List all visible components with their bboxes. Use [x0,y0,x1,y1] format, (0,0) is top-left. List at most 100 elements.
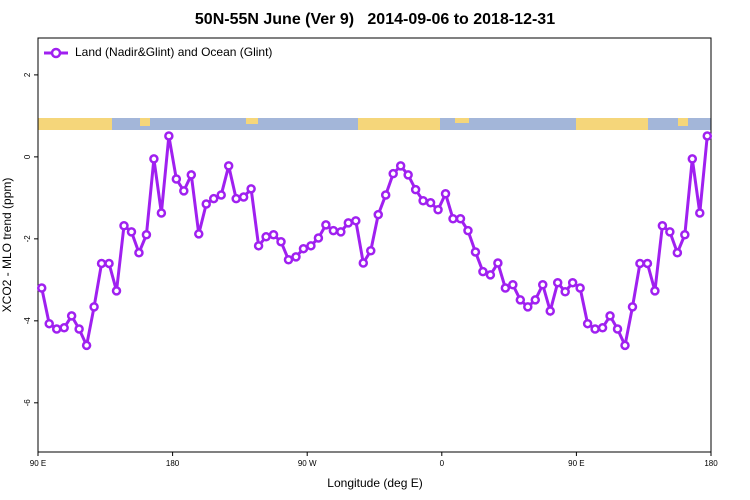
data-point [545,306,555,316]
data-point [478,266,488,277]
data-point [358,258,369,268]
data-point [291,252,301,262]
legend-label: Land (Nadir&Glint) and Ocean (Glint) [75,45,272,59]
data-point [597,323,608,333]
data-point [268,230,279,240]
x-tick-label: 90 E [30,459,46,468]
data-point [156,208,167,218]
x-tick-label: 90 W [298,459,317,468]
data-point [283,255,294,265]
data-point [373,209,383,220]
data-point [149,154,159,164]
data-point [508,280,518,290]
data-point [164,131,174,141]
data-point [650,286,660,296]
data-point [425,198,436,208]
data-point [605,311,615,321]
data-point [433,204,443,215]
x-tick-label: 0 [440,459,445,468]
data-point [380,190,391,200]
data-point [455,214,466,224]
data-point [231,193,241,204]
data-point [336,227,346,237]
data-point [515,295,526,305]
data-point [194,229,204,239]
data-point [388,168,398,179]
y-tick-label: 0 [23,154,32,159]
data-point [627,302,638,312]
data-point [208,193,219,204]
x-tick-label: 180 [166,459,180,468]
data-point [81,340,92,351]
data-point [238,192,249,202]
data-point [552,277,563,288]
data-point [351,216,361,226]
data-point [313,233,324,243]
data-point [74,324,84,334]
data-point [216,190,226,200]
data-point [223,161,234,171]
data-point [343,218,354,228]
data-point [134,248,144,258]
data-point [179,186,189,196]
data-point [635,258,645,269]
data-point [126,227,137,237]
chart-title: 50N-55N June (Ver 9) 2014-09-06 to 2018-… [195,11,555,28]
y-tick-label: -2 [23,235,32,243]
data-point [306,241,316,251]
data-point [485,270,496,280]
data-point [201,199,211,209]
data-point [261,232,271,242]
data-point [695,208,705,218]
data-point [298,243,309,254]
data-point [119,220,129,231]
data-point [141,230,152,240]
data-point [276,236,286,247]
data-point [51,324,62,334]
y-axis-label: XCO2 - MLO trend (ppm) [0,178,14,313]
data-point [410,184,421,195]
data-point [321,220,331,230]
y-tick-label: -6 [23,399,32,407]
data-point [328,225,339,236]
data-point [66,311,77,321]
data-point [575,283,585,293]
legend-marker [50,47,62,59]
y-tick-label: -4 [23,317,32,325]
x-axis-label: Longitude (deg E) [327,476,422,490]
data-point [171,174,182,184]
data-point [538,280,548,290]
data-point [702,131,713,141]
data-point [470,247,481,257]
data-point [89,302,99,312]
data-point [530,295,541,305]
data-point [44,318,54,329]
x-tick-label: 180 [704,459,718,468]
data-point [523,302,533,312]
data-point [366,245,376,256]
data-point [493,258,503,268]
data-point [560,286,570,297]
data-point [403,170,413,180]
data-point [620,340,630,351]
data-point [612,324,623,334]
x-tick-label: 90 E [568,459,584,468]
data-point [582,318,593,329]
data-point [253,241,264,251]
data-point [440,189,451,199]
data-point [59,323,69,333]
data-point [642,258,653,269]
data-point [463,225,473,236]
data-point [665,227,675,237]
data-point [687,154,698,164]
data-point [246,184,256,194]
data-point [104,258,114,269]
data-point [111,286,122,296]
data-point [395,161,406,171]
data-point [36,283,47,293]
data-point [680,230,690,240]
data-point [96,258,107,269]
data-point [590,324,600,334]
data-point [567,277,578,288]
